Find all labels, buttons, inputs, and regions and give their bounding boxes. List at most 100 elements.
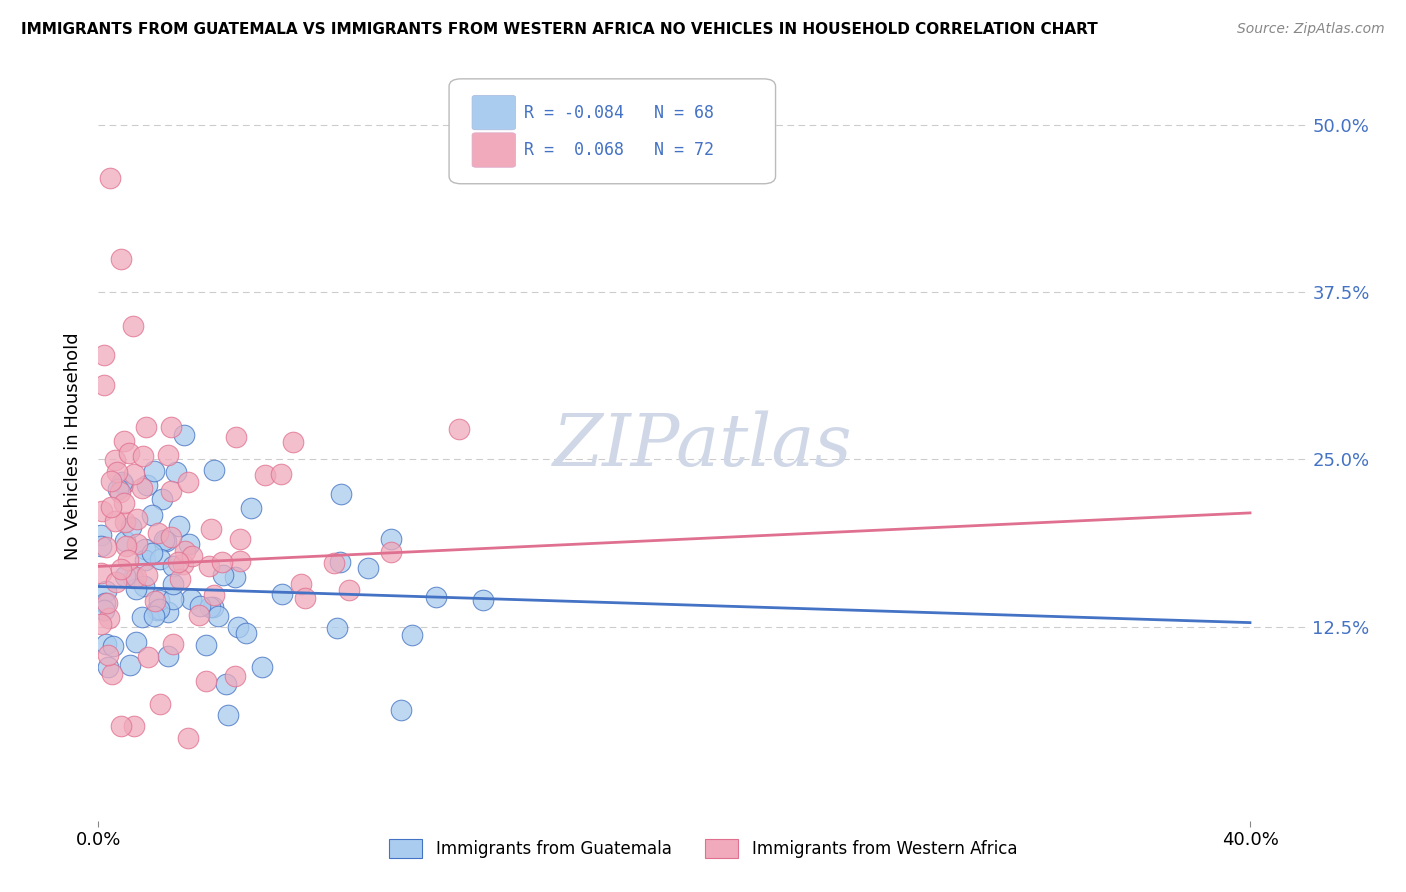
Point (253, 468, 276, 483)
Point (97, 660, 120, 674)
Point (169, 572, 191, 586)
Point (131, 481, 153, 495)
Point (270, 467, 292, 482)
Text: Source: ZipAtlas.com: Source: ZipAtlas.com (1237, 22, 1385, 37)
Point (329, 555, 352, 569)
Point (114, 515, 136, 529)
Y-axis label: No Vehicles in Household: No Vehicles in Household (65, 332, 83, 560)
Point (148, 592, 170, 607)
Point (124, 719, 146, 733)
Point (217, 707, 239, 722)
Point (93, 348, 115, 362)
Point (157, 649, 180, 664)
Point (100, 474, 122, 488)
Point (157, 605, 180, 619)
Point (207, 608, 229, 623)
Point (146, 526, 169, 541)
Legend: Immigrants from Guatemala, Immigrants from Western Africa: Immigrants from Guatemala, Immigrants fr… (382, 832, 1024, 864)
Point (93, 378, 115, 392)
Point (143, 593, 166, 607)
Point (124, 634, 146, 648)
Point (157, 448, 180, 462)
Point (235, 625, 257, 640)
Point (94, 596, 117, 610)
Point (172, 558, 194, 572)
Point (108, 485, 131, 500)
Point (337, 583, 360, 598)
Point (326, 621, 349, 635)
Point (145, 603, 167, 617)
Point (118, 445, 141, 459)
Point (122, 467, 145, 481)
Point (389, 703, 412, 717)
Point (135, 419, 157, 434)
Point (226, 620, 249, 634)
Text: R = -0.084   N = 68: R = -0.084 N = 68 (524, 103, 714, 121)
Point (114, 496, 136, 510)
Point (110, 719, 132, 733)
FancyBboxPatch shape (472, 133, 516, 168)
Point (142, 464, 165, 478)
Point (125, 512, 148, 526)
Point (105, 465, 128, 479)
Point (160, 530, 183, 544)
Point (90, 566, 112, 580)
Point (160, 483, 183, 498)
Point (187, 608, 209, 623)
FancyBboxPatch shape (472, 95, 516, 130)
Point (167, 555, 190, 569)
Point (215, 677, 238, 691)
Point (149, 698, 172, 712)
Point (225, 430, 247, 444)
Point (132, 449, 155, 463)
Point (188, 599, 211, 613)
Point (149, 552, 172, 566)
Point (197, 559, 219, 574)
Point (329, 486, 352, 500)
Point (101, 667, 124, 681)
Point (167, 519, 190, 533)
Point (110, 252, 132, 266)
Point (201, 599, 224, 614)
Point (90, 528, 112, 542)
Point (162, 558, 184, 573)
Point (323, 556, 346, 570)
Point (153, 533, 176, 548)
Point (162, 592, 184, 607)
Point (127, 537, 149, 551)
Point (107, 482, 129, 496)
Point (90, 617, 112, 632)
Point (162, 577, 184, 591)
Point (104, 574, 127, 589)
Point (143, 609, 166, 624)
Point (173, 543, 195, 558)
Point (165, 466, 187, 480)
Point (224, 669, 246, 683)
Point (90, 504, 112, 518)
Text: ZIPatlas: ZIPatlas (553, 410, 853, 482)
Point (229, 532, 252, 546)
Point (471, 592, 494, 607)
Point (101, 640, 124, 654)
Point (138, 650, 160, 665)
Point (122, 318, 145, 333)
Point (100, 500, 122, 515)
Point (283, 434, 305, 449)
Point (290, 577, 312, 591)
Point (94, 637, 117, 651)
Point (104, 515, 127, 529)
Point (180, 549, 202, 563)
Point (401, 628, 423, 642)
Point (117, 553, 139, 567)
Point (90, 540, 112, 554)
Point (150, 491, 173, 506)
Point (148, 601, 170, 615)
Point (97, 611, 120, 625)
Point (294, 591, 316, 606)
Point (135, 478, 157, 492)
Point (173, 428, 195, 442)
Point (135, 568, 157, 582)
Point (141, 546, 163, 560)
Point (125, 582, 148, 596)
Point (112, 434, 135, 449)
